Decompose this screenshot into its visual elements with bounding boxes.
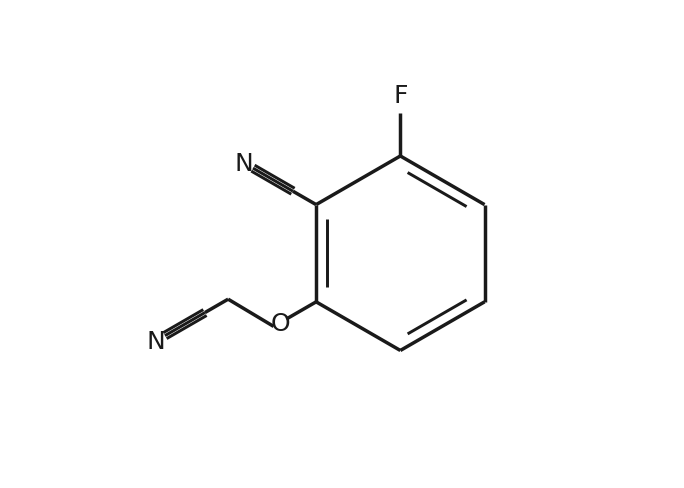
Text: N: N [235, 151, 253, 175]
Text: N: N [146, 329, 165, 353]
Text: O: O [271, 311, 290, 335]
Text: F: F [393, 84, 408, 108]
